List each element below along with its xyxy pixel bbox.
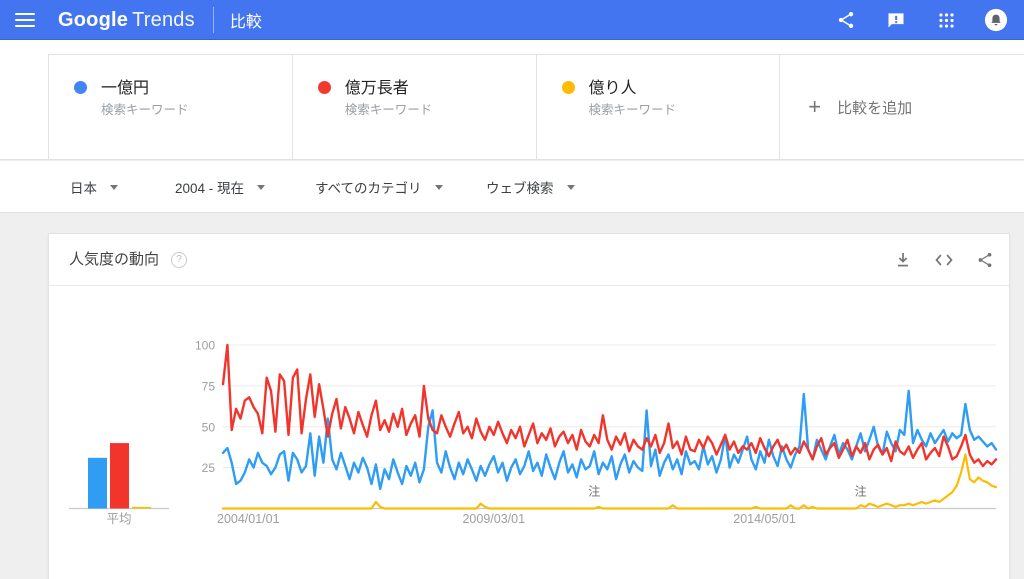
filter-time-range[interactable]: 2004 - 現在 — [175, 161, 266, 213]
term-color-dot — [561, 81, 575, 94]
series-line-1[interactable] — [221, 389, 998, 491]
filter-search-type-value: ウェブ検索 — [486, 181, 554, 196]
logo-google: Google — [58, 8, 129, 31]
series-line-2[interactable] — [221, 343, 998, 468]
x-axis-tick: 2004/01/01 — [217, 512, 280, 526]
logo-trends: Trends — [132, 8, 195, 31]
y-axis-tick: 50 — [202, 420, 216, 434]
share-icon — [838, 12, 854, 28]
header-divider — [212, 7, 214, 33]
term-color-dot — [74, 81, 87, 94]
help-icon[interactable]: ? — [171, 252, 187, 268]
average-bar[interactable] — [110, 443, 129, 509]
notifications-button[interactable] — [984, 8, 1008, 32]
embed-button[interactable] — [934, 250, 954, 270]
annotation-note[interactable]: 注 — [588, 484, 600, 499]
filter-category-value: すべてのカテゴリ — [315, 181, 422, 196]
menu-button[interactable] — [15, 13, 35, 27]
filter-search-type[interactable]: ウェブ検索 — [486, 161, 575, 213]
chevron-down-icon — [434, 184, 443, 190]
add-comparison-button[interactable]: + 比較を追加 — [780, 55, 1024, 159]
term-card-3[interactable]: 億り人 検索キーワード — [537, 55, 781, 159]
share-button[interactable] — [834, 8, 858, 32]
app-header: Google Trends 比較 — [0, 0, 1024, 40]
terms-row: 一億円 検索キーワード 億万長者 検索キーワード 億り人 検索キーワード + 比… — [0, 40, 1024, 160]
interest-over-time-chart[interactable]: 25 50 75 100 平均 2004/01/01 2009/03/01 2014/05/0… — [49, 287, 1009, 579]
term-label: 億り人 — [588, 80, 637, 97]
average-label: 平均 — [106, 512, 131, 526]
filters-bar: 日本 2004 - 現在 すべてのカテゴリ ウェブ検索 — [0, 161, 1024, 213]
annotation-note[interactable]: 注 — [855, 484, 867, 499]
term-type: 検索キーワード — [101, 103, 189, 117]
term-label: 一億円 — [101, 80, 150, 97]
share-icon — [978, 252, 992, 268]
embed-icon — [935, 254, 953, 266]
download-button[interactable] — [893, 250, 913, 270]
download-icon — [898, 253, 908, 267]
notifications-bell-icon — [984, 8, 1008, 32]
term-type: 検索キーワード — [588, 103, 677, 117]
y-axis-tick: 75 — [202, 379, 216, 393]
page-title: 比較 — [229, 14, 262, 31]
x-axis-tick: 2009/03/01 — [462, 512, 525, 526]
plus-icon: + — [808, 94, 822, 119]
filter-category[interactable]: すべてのカテゴリ — [315, 161, 443, 213]
apps-button[interactable] — [934, 8, 958, 32]
share-button[interactable] — [975, 250, 995, 270]
apps-grid-icon — [938, 12, 954, 28]
chevron-down-icon — [257, 184, 266, 190]
card-header: 人気度の動向 ? — [49, 234, 1009, 286]
term-label: 億万長者 — [344, 80, 409, 97]
filter-time-value: 2004 - 現在 — [175, 181, 245, 196]
term-color-dot — [317, 81, 331, 94]
google-trends-logo[interactable]: Google Trends — [58, 9, 195, 32]
card-title: 人気度の動向 — [69, 251, 160, 268]
comparison-cards: 一億円 検索キーワード 億万長者 検索キーワード 億り人 検索キーワード + 比… — [48, 54, 1024, 159]
term-card-2[interactable]: 億万長者 検索キーワード — [293, 55, 537, 159]
y-axis-tick: 100 — [195, 339, 215, 353]
y-axis-tick: 25 — [202, 461, 216, 475]
interest-over-time-card: 人気度の動向 ? — [48, 233, 1010, 579]
x-axis-tick: 2014/05/01 — [733, 512, 796, 526]
hamburger-icon — [15, 13, 35, 15]
add-comparison-label: 比較を追加 — [837, 99, 913, 117]
average-bar[interactable] — [88, 457, 107, 509]
term-card-1[interactable]: 一億円 検索キーワード — [49, 55, 293, 159]
average-bar[interactable] — [132, 506, 151, 509]
series-line-3[interactable] — [221, 453, 998, 510]
filter-geo-value: 日本 — [70, 181, 97, 196]
chevron-down-icon — [110, 184, 118, 190]
feedback-icon — [888, 13, 904, 28]
filter-geo[interactable]: 日本 — [70, 161, 118, 213]
chevron-down-icon — [566, 184, 575, 190]
term-type: 検索キーワード — [344, 103, 433, 117]
feedback-button[interactable] — [884, 8, 908, 32]
